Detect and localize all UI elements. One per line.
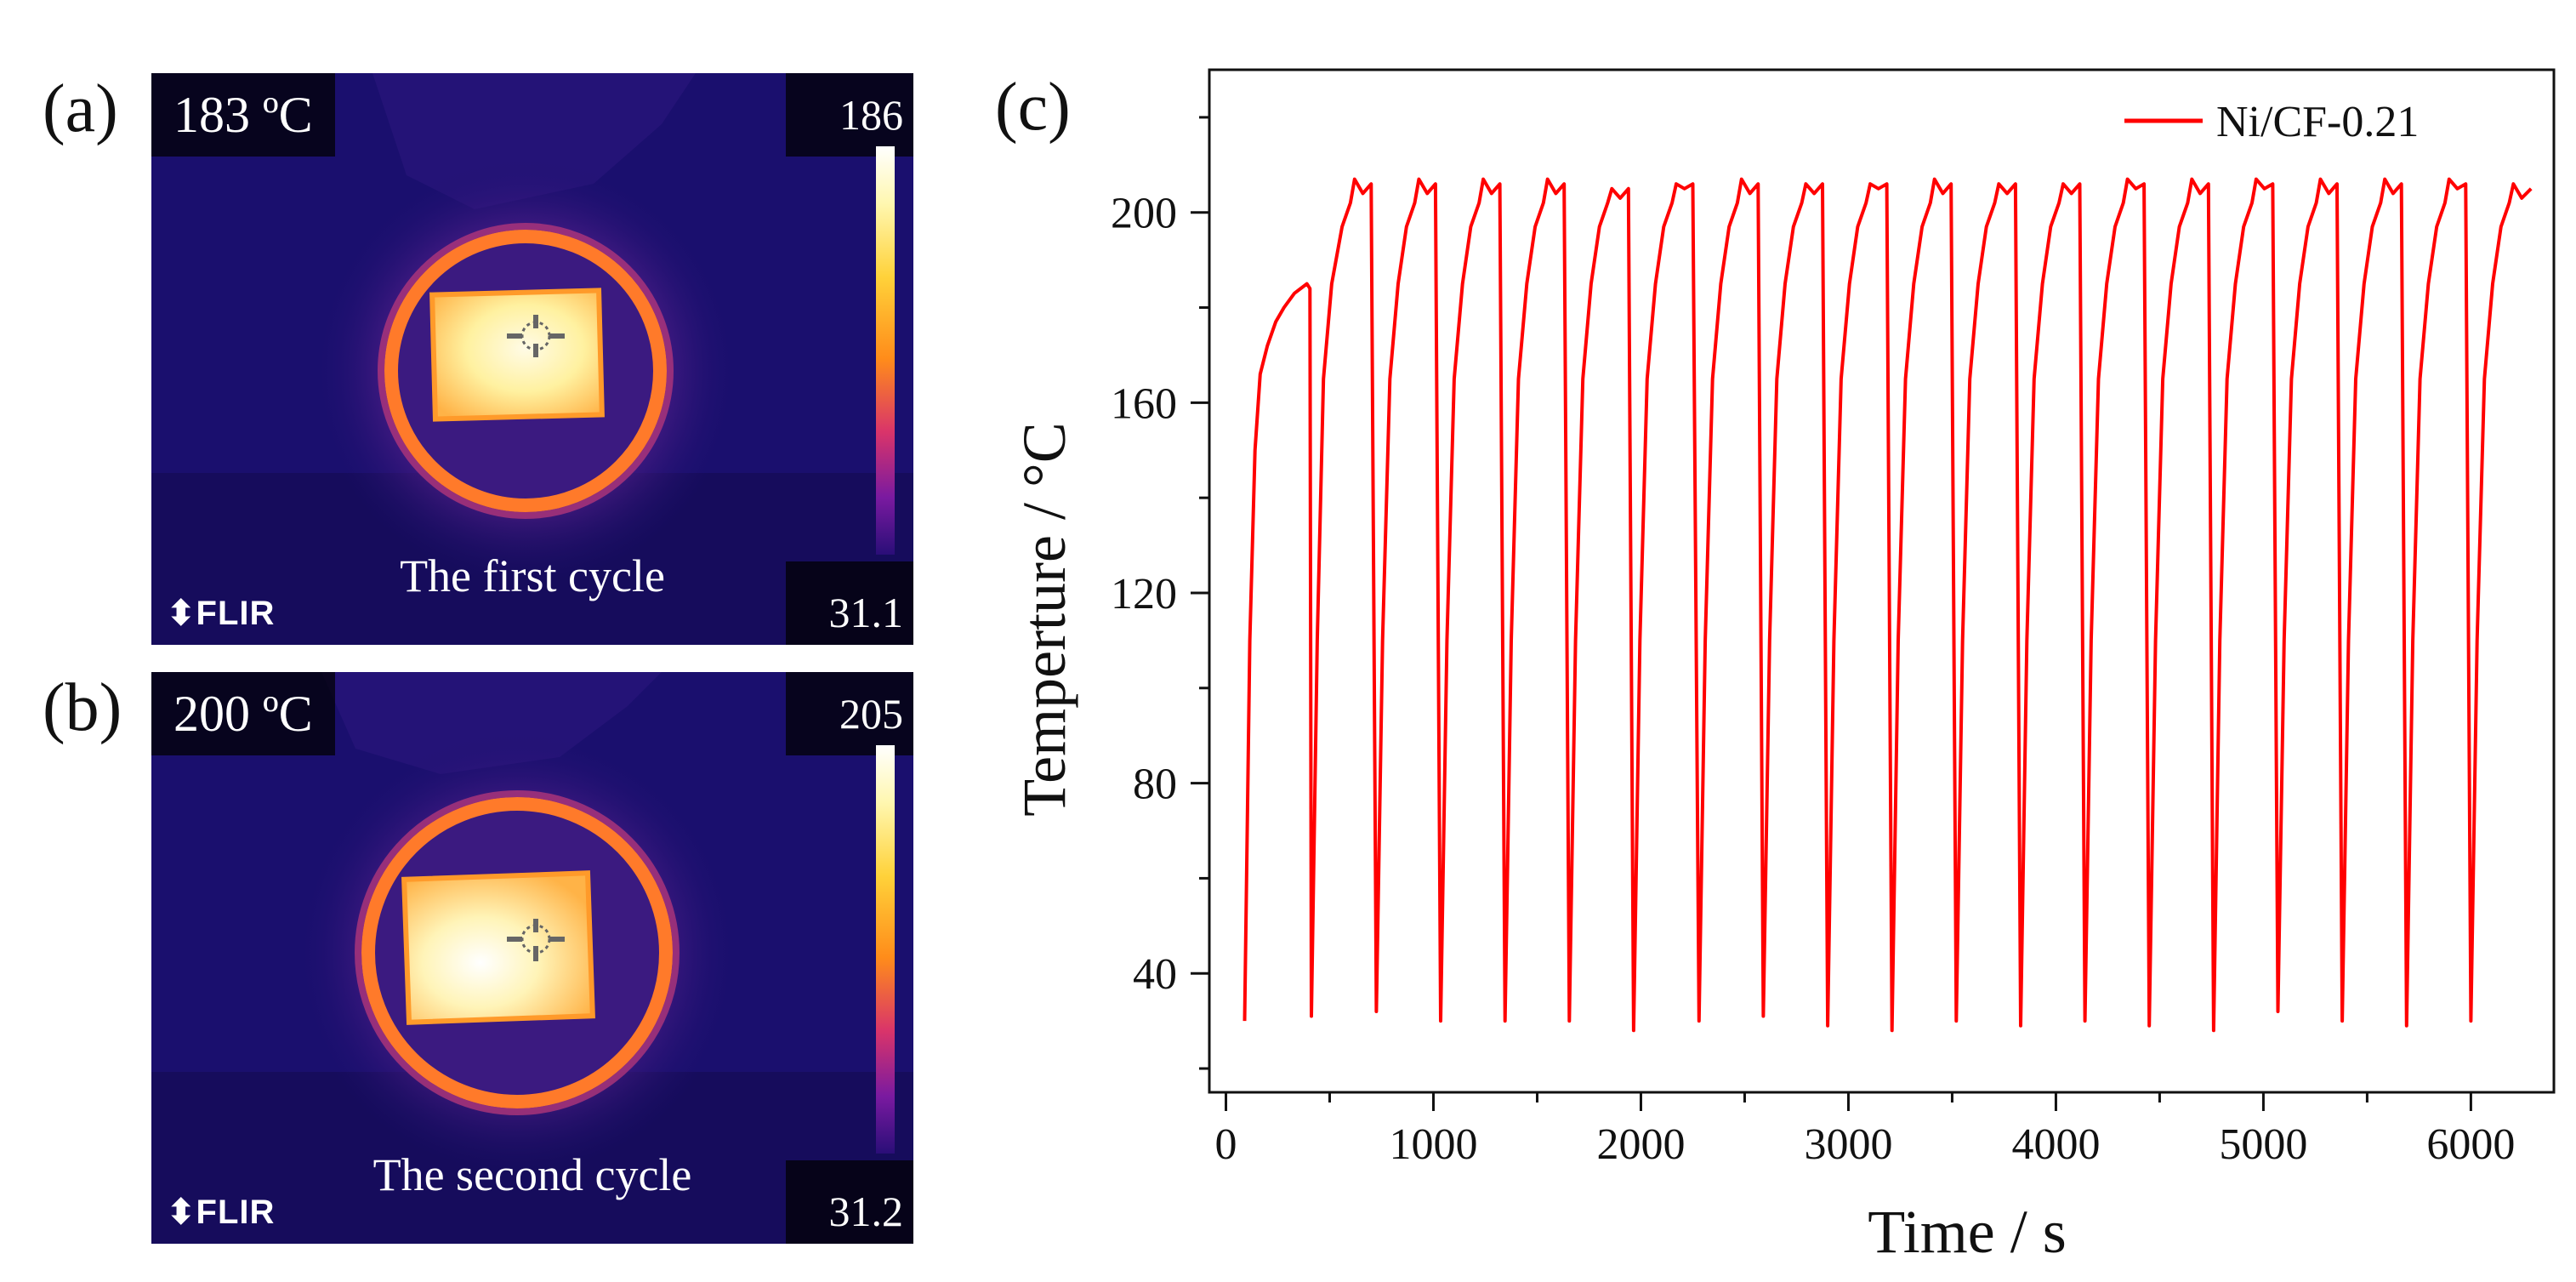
x-axis-ticks: 0 1000 2000 3000 4000 5000 6000: [1215, 1092, 2515, 1169]
x-tick-label: 4000: [2011, 1120, 2100, 1169]
scale-min-value: 31.1: [786, 561, 913, 645]
flir-brand: FLIR: [196, 1194, 276, 1231]
crosshair-icon: [507, 919, 565, 961]
y-tick-label: 80: [1133, 761, 1177, 809]
temperature-colorbar: [876, 745, 895, 1154]
y-axis-title: Temperture / °C: [1010, 422, 1078, 817]
x-tick-label: 1000: [1390, 1120, 1478, 1169]
temperature-cycling-chart: (c) 0 1000 2000 3000 4000 5000 6000 40 80 120 160…: [995, 68, 2556, 1266]
legend: Ni/CF-0.21: [2124, 98, 2419, 146]
y-tick-label: 40: [1133, 950, 1177, 999]
thermal-image-first-cycle: 183 ºC 186 31.1 The first cycle ⬍FLIR: [151, 73, 913, 645]
x-axis-title: Time / s: [1868, 1198, 2066, 1266]
crosshair-icon: [507, 315, 565, 357]
panel-a-letter: (a): [43, 71, 118, 146]
plot-frame: [1208, 68, 2556, 1094]
y-axis-ticks: 40 80 120 160 200: [1111, 116, 1209, 1070]
measured-temperature: 200 ºC: [151, 672, 335, 755]
flir-brand: FLIR: [196, 595, 276, 632]
x-tick-label: 0: [1215, 1120, 1237, 1169]
x-tick-label: 3000: [1804, 1120, 1892, 1169]
scale-max-value: 186: [786, 73, 913, 157]
x-tick-label: 6000: [2426, 1120, 2515, 1169]
flir-logo: ⬍FLIR: [167, 1193, 275, 1232]
series-line: [1243, 177, 2533, 1033]
scale-min-value: 31.2: [786, 1160, 913, 1244]
thermal-image-second-cycle: 200 ºC 205 31.2 The second cycle ⬍FLIR: [151, 672, 913, 1244]
measured-temperature: 183 ºC: [151, 73, 335, 157]
thermal-scene: [151, 73, 913, 645]
flir-mark-icon: ⬍: [167, 595, 196, 632]
y-tick-label: 120: [1111, 570, 1177, 618]
cycle-caption: The second cycle: [372, 1149, 692, 1200]
thermal-scene: [151, 672, 913, 1244]
scale-max-value: 205: [786, 672, 913, 755]
flir-logo: ⬍FLIR: [167, 594, 275, 633]
y-tick-label: 160: [1111, 379, 1177, 428]
temperature-colorbar: [876, 146, 895, 555]
plot-area: [1208, 68, 2556, 1094]
flir-mark-icon: ⬍: [167, 1194, 196, 1231]
panel-b-letter: (b): [43, 670, 122, 745]
panel-c-letter: (c): [995, 70, 1071, 145]
cycle-caption: The first cycle: [400, 550, 665, 601]
y-tick-label: 200: [1111, 190, 1177, 238]
legend-label: Ni/CF-0.21: [2216, 98, 2419, 146]
x-tick-label: 2000: [1596, 1120, 1685, 1169]
x-tick-label: 5000: [2219, 1120, 2307, 1169]
